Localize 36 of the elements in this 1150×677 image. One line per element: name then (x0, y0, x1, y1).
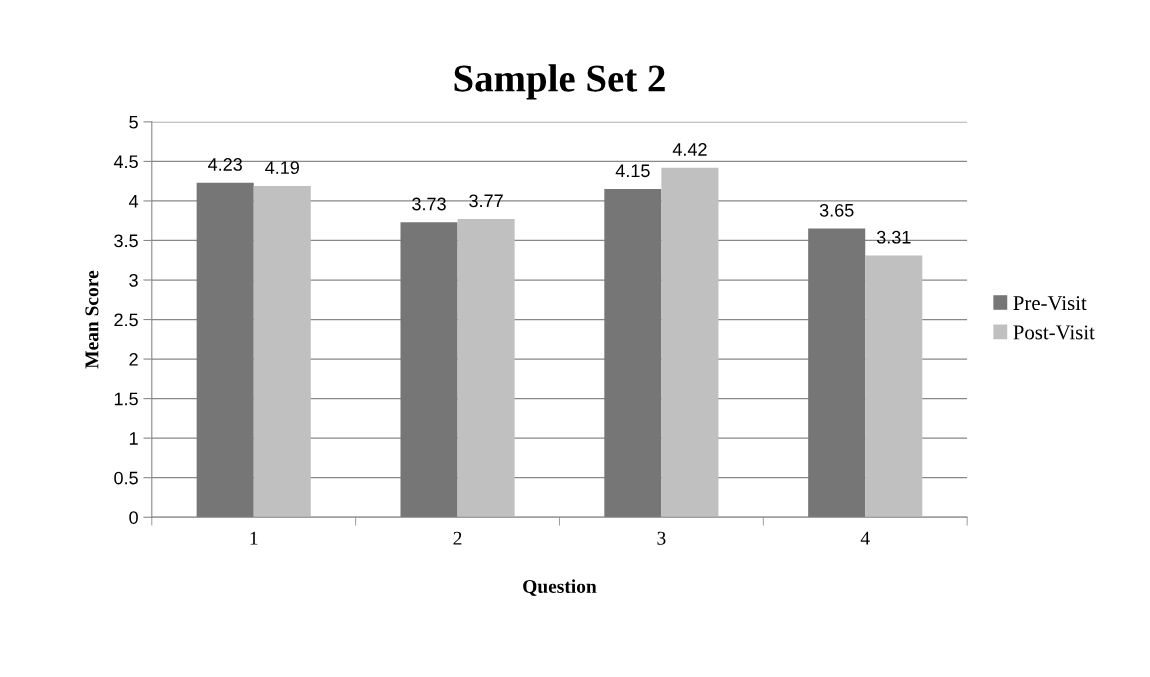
y-tick-label: 4.5 (113, 155, 138, 169)
data-label: 4.15 (615, 164, 650, 178)
bar (196, 182, 254, 518)
data-label: 4.19 (265, 161, 299, 175)
x-tick-label: 2 (453, 531, 462, 545)
y-tick-label: 0 (129, 511, 138, 524)
x-axis-title: Question (523, 579, 597, 596)
data-label: 3.65 (819, 203, 854, 217)
bar (400, 222, 458, 518)
data-label: 3.73 (412, 197, 446, 211)
y-tick-label: 3 (129, 273, 138, 287)
y-tick-label: 4 (128, 195, 139, 208)
bar (604, 189, 662, 518)
legend-label: Pre-Visit (1013, 296, 1087, 311)
y-tick-label: 2.5 (114, 313, 138, 327)
data-label: 3.31 (876, 230, 911, 244)
y-tick-label: 0.5 (114, 471, 138, 485)
y-tick-label: 1 (129, 432, 138, 445)
data-label: 4.42 (672, 143, 707, 156)
bar (865, 255, 923, 518)
y-tick-label: 1.5 (114, 392, 138, 406)
y-tick-label: 3.5 (114, 234, 138, 248)
y-tick-label: 5 (129, 115, 138, 129)
legend-label: Post-Visit (1013, 325, 1095, 340)
bar (457, 219, 515, 518)
x-tick-label: 4 (860, 531, 870, 545)
chart-title: Sample Set 2 (454, 64, 665, 100)
y-tick-label: 2 (129, 353, 138, 366)
bar (661, 167, 719, 518)
bar (808, 228, 866, 518)
data-label: 4.23 (208, 158, 242, 171)
bar (253, 185, 311, 518)
data-label: 3.77 (469, 194, 503, 208)
x-tick-label: 1 (250, 531, 258, 545)
y-axis-title: Mean Score (85, 270, 99, 369)
x-tick-label: 3 (657, 531, 666, 545)
